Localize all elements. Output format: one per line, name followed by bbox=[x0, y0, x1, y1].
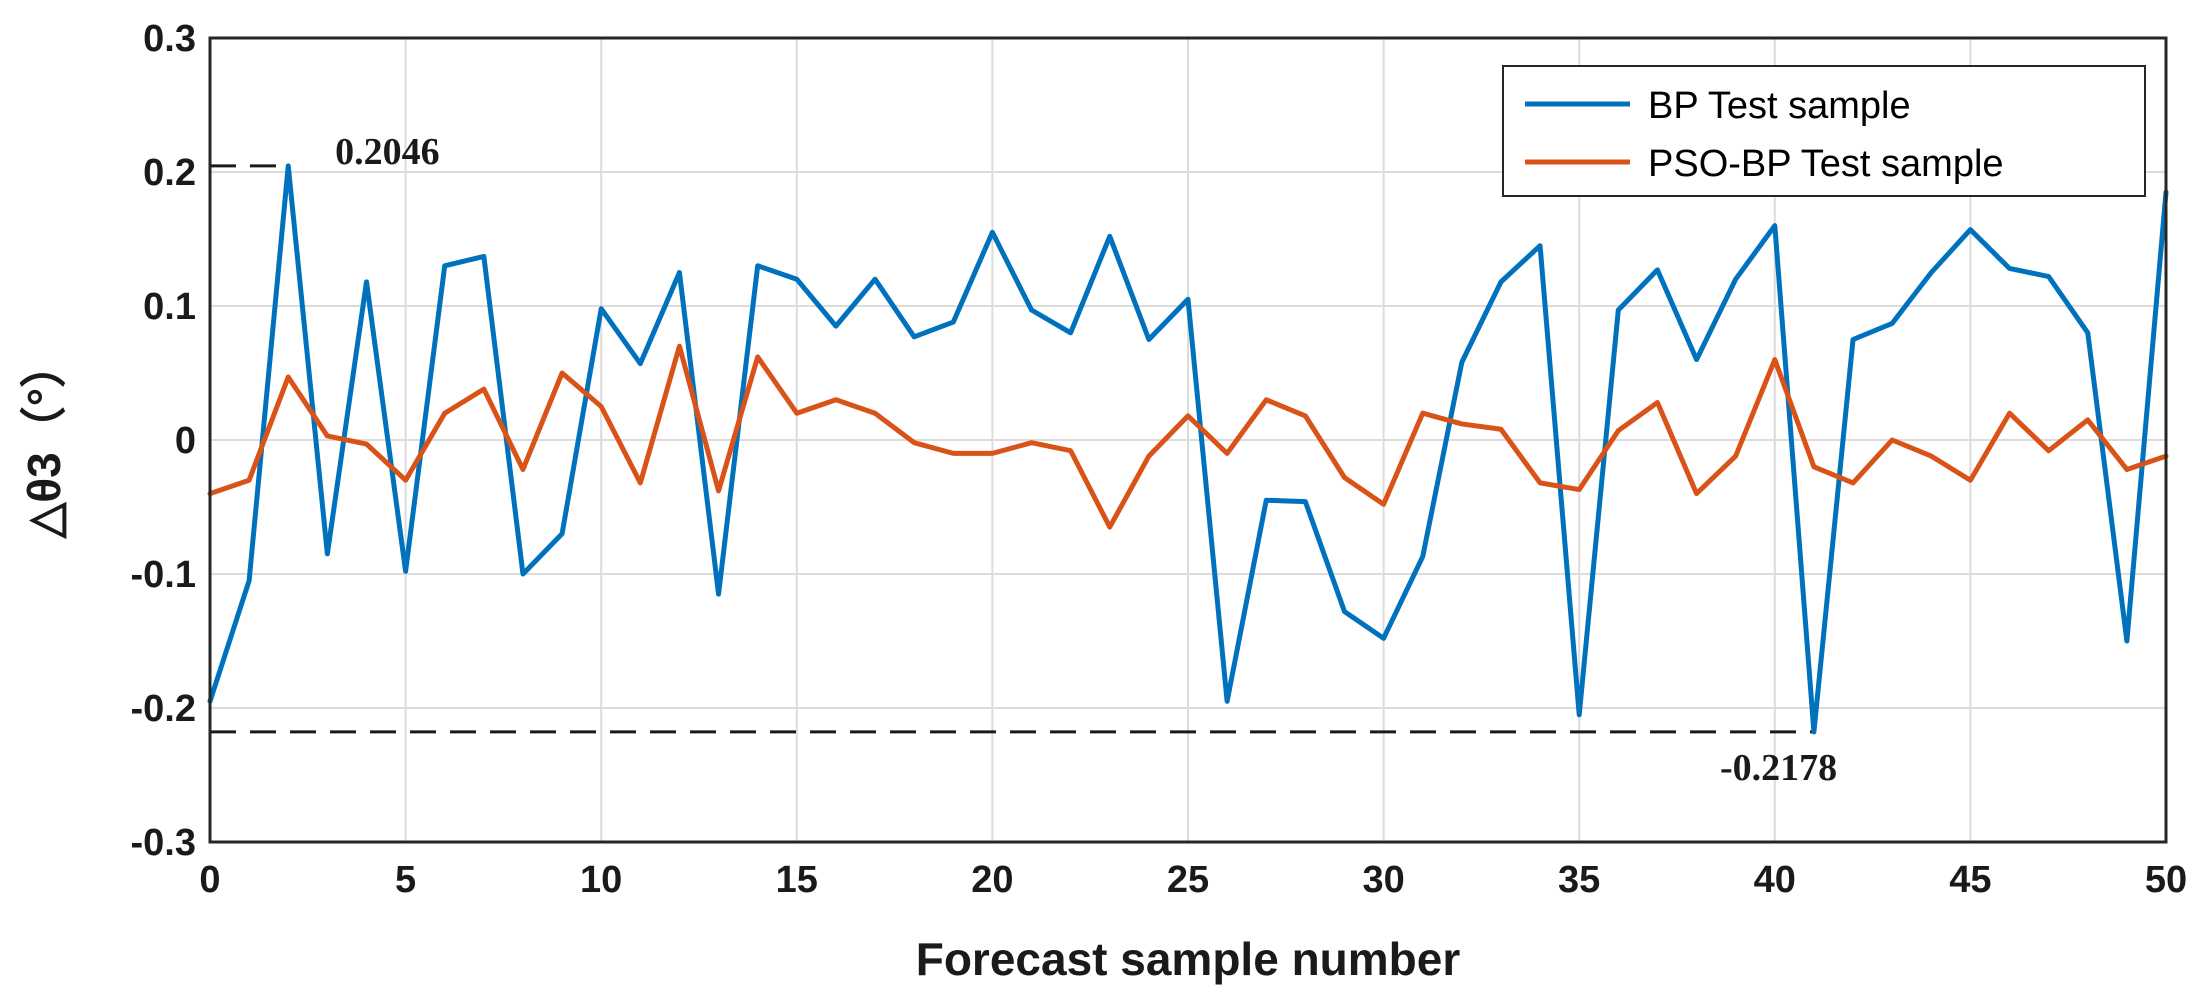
y-tick-label: 0.2 bbox=[143, 152, 196, 194]
x-tick-label: 45 bbox=[1949, 859, 1991, 901]
y-tick-label: -0.3 bbox=[131, 822, 196, 864]
plot-frame bbox=[208, 36, 2168, 844]
annotation-label: 0.2046 bbox=[335, 131, 440, 173]
y-tick-label: 0 bbox=[175, 420, 196, 462]
x-tick-labels: 0 5 10 15 20 25 30 35 40 45 50 bbox=[199, 859, 2187, 901]
annotation-labels: 0.2046 -0.2178 bbox=[335, 131, 1837, 789]
x-tick-label: 40 bbox=[1754, 859, 1796, 901]
series-lines bbox=[207, 163, 2169, 735]
legend-label-bp: BP Test sample bbox=[1648, 85, 1911, 127]
x-tick-label: 25 bbox=[1167, 859, 1209, 901]
x-tick-label: 50 bbox=[2145, 859, 2187, 901]
y-tick-label: 0.1 bbox=[143, 286, 196, 328]
x-axis-title: Forecast sample number bbox=[916, 933, 1461, 985]
y-tick-label: -0.1 bbox=[131, 554, 196, 596]
x-tick-label: 20 bbox=[971, 859, 1013, 901]
x-tick-label: 0 bbox=[199, 859, 220, 901]
y-tick-labels: -0.3 -0.2 -0.1 0 0.1 0.2 0.3 bbox=[131, 18, 196, 864]
annotation-lines bbox=[210, 164, 1814, 734]
legend: BP Test sample PSO-BP Test sample bbox=[1502, 65, 2146, 197]
series-line-bp bbox=[207, 163, 2169, 735]
x-tick-label: 30 bbox=[1362, 859, 1404, 901]
legend-label-pso-bp: PSO-BP Test sample bbox=[1648, 143, 2004, 185]
x-tick-label: 35 bbox=[1558, 859, 1600, 901]
y-tick-label: -0.2 bbox=[131, 688, 196, 730]
x-tick-label: 5 bbox=[395, 859, 416, 901]
y-axis-title: △θ3（°） bbox=[18, 342, 70, 540]
legend-box bbox=[1502, 65, 2146, 197]
annotation-label: -0.2178 bbox=[1720, 747, 1837, 789]
series-line-pso-bp bbox=[207, 343, 2169, 530]
y-tick-label: 0.3 bbox=[143, 18, 196, 60]
x-tick-label: 15 bbox=[776, 859, 818, 901]
x-tick-label: 10 bbox=[580, 859, 622, 901]
